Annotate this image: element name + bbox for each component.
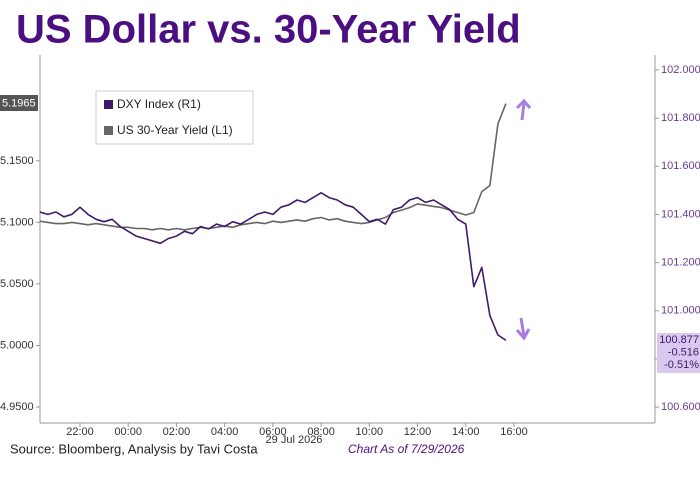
y-tick-label: 5.0500 xyxy=(0,278,34,290)
dxy-last-label: 100.877 xyxy=(659,334,699,346)
y2-tick-label: 101.800 xyxy=(661,112,700,124)
chart-title: US Dollar vs. 30-Year Yield xyxy=(16,8,521,52)
y2-tick-label: 101.200 xyxy=(661,257,700,269)
dxy-last-label: -0.51% xyxy=(664,359,699,371)
y-tick-label: 5.0000 xyxy=(0,339,34,351)
x-tick-label: 04:00 xyxy=(211,426,239,438)
legend-swatch xyxy=(104,126,113,135)
legend-box xyxy=(95,90,254,145)
dxy-last-box xyxy=(657,333,700,373)
x-tick-label: 06:00 xyxy=(259,426,287,438)
y2-tick-label: 101.600 xyxy=(661,160,700,172)
yield-last-box xyxy=(0,95,38,111)
y2-tick-label: 102.000 xyxy=(661,64,700,76)
date-label: 29 Jul 2026 xyxy=(266,434,323,446)
dxy-last-label: -0.516 xyxy=(668,346,699,358)
y2-tick-label: 100.600 xyxy=(661,401,700,413)
y-tick-label: 5.1000 xyxy=(0,216,34,228)
x-tick-label: 00:00 xyxy=(114,426,142,438)
y2-tick-label: 101.000 xyxy=(661,305,700,317)
legend-label: US 30-Year Yield (L1) xyxy=(117,123,233,137)
up-arrow xyxy=(515,98,532,121)
series-line xyxy=(39,103,507,231)
y-tick-label: 5.1500 xyxy=(0,155,34,167)
x-tick-label: 16:00 xyxy=(500,426,528,438)
x-tick-label: 22:00 xyxy=(66,426,94,438)
series-line xyxy=(39,192,507,342)
x-tick-label: 02:00 xyxy=(163,426,191,438)
as-of: Chart As of 7/29/2026 xyxy=(348,442,465,456)
y-tick-label: 4.9500 xyxy=(0,401,34,413)
yield-last-label: 5.1965 xyxy=(2,97,36,109)
x-tick-label: 12:00 xyxy=(404,426,432,438)
source: Source: Bloomberg, Analysis by Tavi Cost… xyxy=(10,441,258,456)
x-tick-label: 10:00 xyxy=(356,426,384,438)
x-tick-label: 14:00 xyxy=(452,426,480,438)
x-tick-label: 08:00 xyxy=(307,426,335,438)
legend-swatch xyxy=(104,100,113,109)
legend-label: DXY Index (R1) xyxy=(117,97,201,111)
y2-tick-label: 101.400 xyxy=(661,208,700,220)
down-arrow xyxy=(515,317,531,341)
